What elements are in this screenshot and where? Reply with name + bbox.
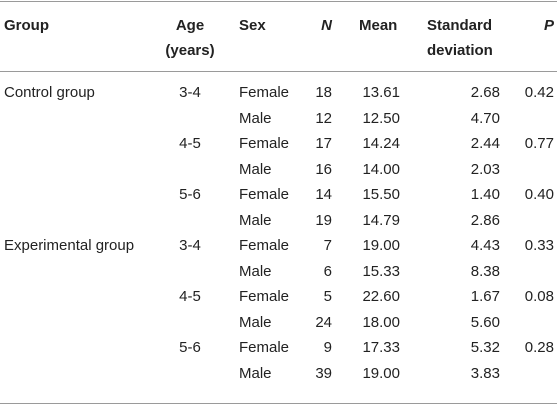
cell-p: 0.42 <box>524 84 554 101</box>
table-row: Male 16 14.00 2.03 <box>0 157 557 183</box>
cell-sd: 1.67 <box>470 288 500 305</box>
cell-mean: 14.79 <box>362 211 400 229</box>
table-row: Male 6 15.33 8.38 <box>0 259 557 285</box>
cell-n: 24 <box>315 313 332 331</box>
table-header: Group Age (years) Sex N Mean Standard de… <box>0 0 557 70</box>
cell-mean: 18.00 <box>362 313 400 331</box>
table-row: Male 24 18.00 5.60 <box>0 310 557 336</box>
cell-n: 14 <box>315 186 332 203</box>
table-top-rule <box>0 1 557 2</box>
cell-sd: 5.32 <box>470 339 500 356</box>
header-n: N <box>321 17 332 34</box>
cell-sex: Female <box>239 237 290 254</box>
cell-mean: 22.60 <box>362 288 400 305</box>
cell-age: 3-4 <box>179 84 201 101</box>
header-age: Age (years) <box>150 13 230 63</box>
cell-mean: 13.61 <box>362 84 400 101</box>
cell-mean: 15.33 <box>362 262 400 280</box>
cell-mean: 15.50 <box>362 186 400 203</box>
cell-mean: 17.33 <box>362 339 400 356</box>
cell-sex: Male <box>239 109 272 127</box>
cell-sex: Male <box>239 364 272 382</box>
table-row: Male 19 14.79 2.86 <box>0 208 557 234</box>
header-age-line2: (years) <box>165 42 215 59</box>
cell-age: 4-5 <box>179 135 201 152</box>
cell-sd: 8.38 <box>470 262 500 280</box>
cell-sex: Female <box>239 288 290 305</box>
header-mean: Mean <box>359 17 398 34</box>
cell-p: 0.33 <box>524 237 554 254</box>
cell-mean: 14.24 <box>362 135 400 152</box>
header-sd-line2: deviation <box>427 42 493 59</box>
cell-p: 0.77 <box>524 135 554 152</box>
table-bottom-rule <box>0 403 557 404</box>
cell-n: 12 <box>315 109 332 127</box>
table-row: 4-5 Female 17 14.24 2.44 0.77 <box>0 131 557 157</box>
table-row: Control group 3-4 Female 18 13.61 2.68 0… <box>0 80 557 106</box>
cell-n: 9 <box>323 339 332 356</box>
cell-n: 7 <box>323 237 332 254</box>
cell-age: 3-4 <box>179 237 201 254</box>
cell-n: 17 <box>315 135 332 152</box>
cell-sex: Male <box>239 313 272 331</box>
cell-n: 5 <box>323 288 332 305</box>
cell-n: 18 <box>315 84 332 101</box>
table-row: Male 39 19.00 3.83 <box>0 361 557 387</box>
table-row: 4-5 Female 5 22.60 1.67 0.08 <box>0 284 557 310</box>
header-group: Group <box>4 17 49 34</box>
cell-sd: 4.43 <box>470 237 500 254</box>
table-header-rule <box>0 71 557 72</box>
cell-mean: 19.00 <box>362 364 400 382</box>
cell-mean: 14.00 <box>362 160 400 178</box>
table-row: Experimental group 3-4 Female 7 19.00 4.… <box>0 233 557 259</box>
cell-p: 0.08 <box>524 288 554 305</box>
header-sex: Sex <box>239 17 266 34</box>
cell-age: 4-5 <box>179 288 201 305</box>
table-row: 5-6 Female 9 17.33 5.32 0.28 <box>0 335 557 361</box>
cell-sex: Male <box>239 160 272 178</box>
cell-sd: 2.44 <box>470 135 500 152</box>
header-sd: Standard deviation <box>427 13 493 63</box>
cell-mean: 12.50 <box>362 109 400 127</box>
cell-p: 0.40 <box>524 186 554 203</box>
cell-group: Experimental group <box>4 237 135 254</box>
cell-sd: 3.83 <box>470 364 500 382</box>
cell-sd: 2.86 <box>470 211 500 229</box>
cell-sex: Male <box>239 211 272 229</box>
cell-sex: Female <box>239 186 290 203</box>
cell-sd: 2.68 <box>470 84 500 101</box>
cell-sex: Female <box>239 339 290 356</box>
cell-sex: Female <box>239 135 290 152</box>
cell-sd: 1.40 <box>470 186 500 203</box>
cell-n: 39 <box>315 364 332 382</box>
table-row: Male 12 12.50 4.70 <box>0 106 557 132</box>
cell-p: 0.28 <box>524 339 554 356</box>
cell-group: Control group <box>4 84 95 101</box>
table-body: Control group 3-4 Female 18 13.61 2.68 0… <box>0 80 557 386</box>
header-sd-line1: Standard <box>427 17 493 34</box>
cell-sd: 5.60 <box>470 313 500 331</box>
cell-age: 5-6 <box>179 186 201 203</box>
cell-sex: Male <box>239 262 272 280</box>
cell-sex: Female <box>239 84 290 101</box>
cell-n: 16 <box>315 160 332 178</box>
header-p: P <box>543 17 554 34</box>
cell-n: 6 <box>323 262 332 280</box>
cell-sd: 4.70 <box>470 109 500 127</box>
cell-age: 5-6 <box>179 339 201 356</box>
table-row: 5-6 Female 14 15.50 1.40 0.40 <box>0 182 557 208</box>
cell-n: 19 <box>315 211 332 229</box>
header-age-line1: Age <box>175 17 205 34</box>
cell-sd: 2.03 <box>470 160 500 178</box>
cell-mean: 19.00 <box>362 237 400 254</box>
